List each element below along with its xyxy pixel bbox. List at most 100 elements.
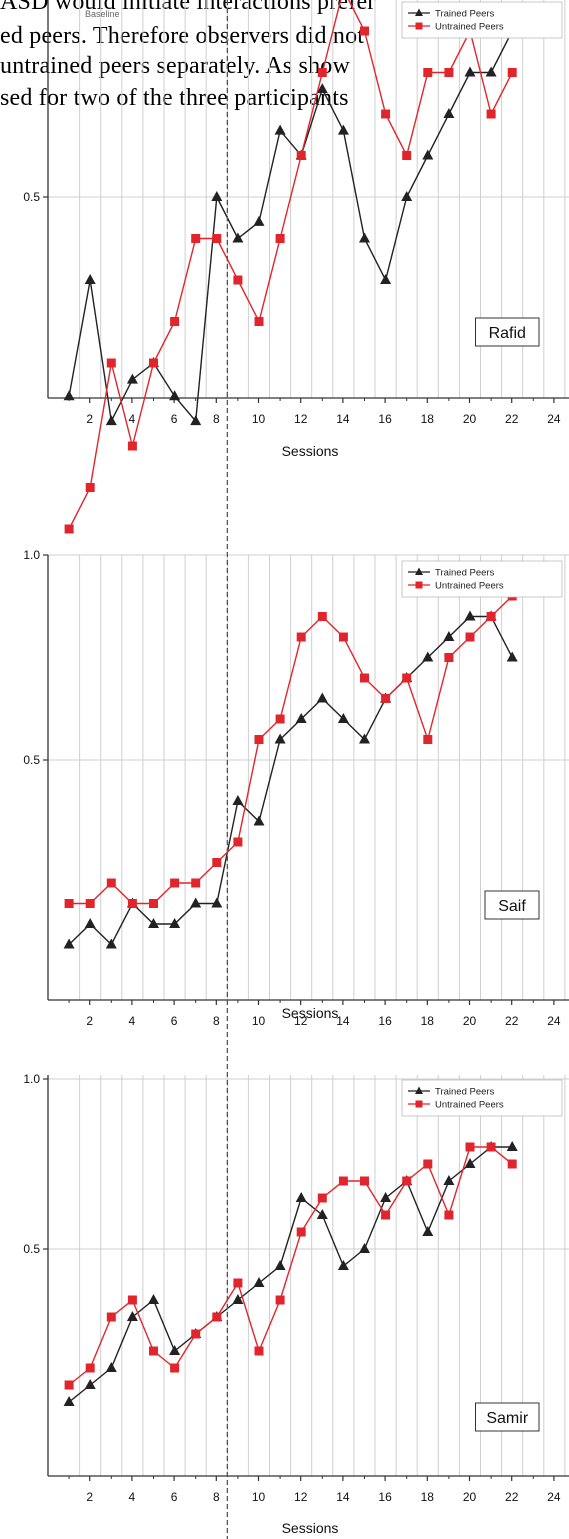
chart-panel-saif — [43, 554, 569, 1005]
legend-label: Untrained Peers — [435, 22, 504, 33]
data-point-untrained — [212, 858, 222, 867]
data-point-untrained — [275, 1295, 285, 1305]
x-tick-label: 4 — [129, 1014, 136, 1028]
data-point-untrained — [64, 524, 74, 534]
legend-marker-triangle — [415, 1086, 423, 1094]
data-point-untrained — [423, 1159, 433, 1169]
series-line-trained — [68, 30, 513, 424]
data-point-trained — [337, 713, 349, 723]
data-point-untrained — [212, 234, 222, 243]
x-tick-label: 20 — [463, 1014, 477, 1028]
data-point-trained — [253, 1277, 265, 1287]
x-tick-label: 2 — [86, 1490, 93, 1504]
data-point-untrained — [381, 1210, 391, 1220]
data-point-untrained — [317, 612, 327, 621]
y-tick-label: 1.0 — [23, 1072, 40, 1086]
x-tick-label: 4 — [129, 412, 136, 426]
data-point-trained — [337, 124, 349, 135]
data-point-trained — [84, 918, 96, 928]
document-text-line: untrained peers separately. As show — [0, 53, 351, 79]
data-point-untrained — [381, 694, 391, 703]
data-point-trained — [464, 66, 476, 77]
data-point-trained — [316, 692, 328, 703]
data-point-trained — [126, 1311, 138, 1321]
data-point-untrained — [64, 899, 74, 908]
data-point-trained — [105, 938, 117, 949]
data-point-untrained — [338, 632, 348, 642]
data-point-untrained — [486, 612, 496, 621]
participant-name: Samir — [486, 1410, 528, 1427]
data-point-untrained — [507, 1159, 517, 1169]
data-point-untrained — [191, 234, 201, 243]
data-point-untrained — [170, 878, 180, 888]
data-point-untrained — [149, 1346, 158, 1356]
data-point-trained — [84, 1379, 96, 1389]
x-tick-label: 8 — [213, 1014, 220, 1028]
x-tick-label: 6 — [171, 412, 178, 426]
y-tick-label: 1.0 — [23, 548, 40, 562]
data-point-untrained — [296, 151, 306, 160]
series-line-untrained — [69, 595, 513, 905]
chart-panel-samir — [43, 1075, 569, 1481]
x-tick-label: 12 — [294, 412, 308, 426]
data-point-untrained — [275, 234, 285, 243]
x-tick-label: 2 — [86, 412, 93, 426]
data-point-untrained — [444, 68, 454, 77]
x-tick-label: 22 — [505, 1014, 519, 1028]
data-point-untrained — [507, 68, 517, 77]
data-point-trained — [105, 415, 117, 426]
x-tick-label: 20 — [463, 412, 477, 426]
baseline-label: Baseline — [85, 9, 120, 19]
data-point-untrained — [254, 1346, 264, 1356]
data-point-untrained — [127, 441, 137, 451]
x-tick-label: 18 — [421, 1490, 435, 1504]
x-tick-label: 12 — [294, 1490, 308, 1504]
data-point-trained — [401, 191, 413, 201]
data-point-trained — [464, 610, 476, 621]
data-point-untrained — [170, 317, 180, 326]
data-point-untrained — [360, 26, 369, 36]
data-point-untrained — [233, 275, 243, 285]
data-point-untrained — [85, 483, 95, 492]
series-line-trained — [68, 615, 513, 946]
x-tick-label: 16 — [378, 1014, 392, 1028]
x-tick-label: 16 — [378, 1490, 392, 1504]
data-point-trained — [190, 415, 202, 426]
data-point-trained — [506, 651, 518, 662]
legend-marker-square — [415, 22, 423, 30]
data-point-trained — [380, 1192, 392, 1202]
x-axis-title: Sessions — [282, 443, 339, 459]
series-line-untrained — [68, 0, 513, 530]
x-tick-label: 14 — [336, 412, 350, 426]
data-point-untrained — [360, 1176, 369, 1186]
x-tick-label: 2 — [86, 1014, 93, 1028]
data-point-trained — [63, 1396, 75, 1406]
data-point-untrained — [212, 1312, 222, 1322]
legend-label: Trained Peers — [435, 9, 495, 20]
data-point-untrained — [486, 1142, 496, 1152]
data-point-trained — [232, 795, 244, 805]
data-point-trained — [169, 390, 181, 401]
legend-box — [401, 1, 563, 39]
data-point-untrained — [149, 358, 158, 368]
x-tick-label: 14 — [336, 1490, 350, 1504]
data-point-untrained — [360, 673, 369, 683]
data-point-untrained — [106, 878, 116, 888]
x-tick-label: 22 — [505, 412, 519, 426]
data-point-untrained — [64, 1380, 74, 1390]
data-point-untrained — [465, 1142, 475, 1152]
data-point-untrained — [233, 1278, 243, 1288]
y-tick-label: 0.5 — [23, 190, 40, 204]
data-point-trained — [443, 1175, 455, 1185]
data-point-trained — [380, 274, 392, 284]
data-point-trained — [443, 108, 455, 118]
legend-label: Untrained Peers — [435, 581, 504, 592]
data-point-untrained — [423, 68, 433, 77]
data-point-trained — [443, 631, 455, 641]
data-point-trained — [422, 651, 434, 662]
series-line-trained — [68, 1146, 513, 1403]
data-point-trained — [211, 191, 223, 201]
data-point-trained — [359, 232, 370, 243]
